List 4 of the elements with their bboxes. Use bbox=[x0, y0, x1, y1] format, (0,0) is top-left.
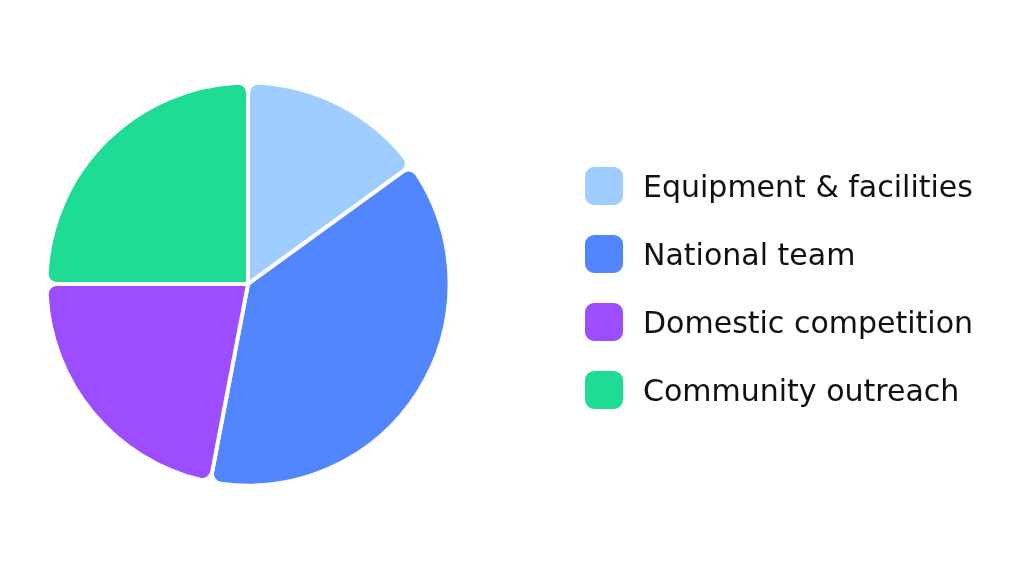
legend-label: Equipment & facilities bbox=[643, 168, 973, 204]
legend-label: Domestic competition bbox=[643, 304, 974, 340]
legend-label: Community outreach bbox=[643, 372, 960, 408]
legend-label: National team bbox=[643, 236, 856, 272]
